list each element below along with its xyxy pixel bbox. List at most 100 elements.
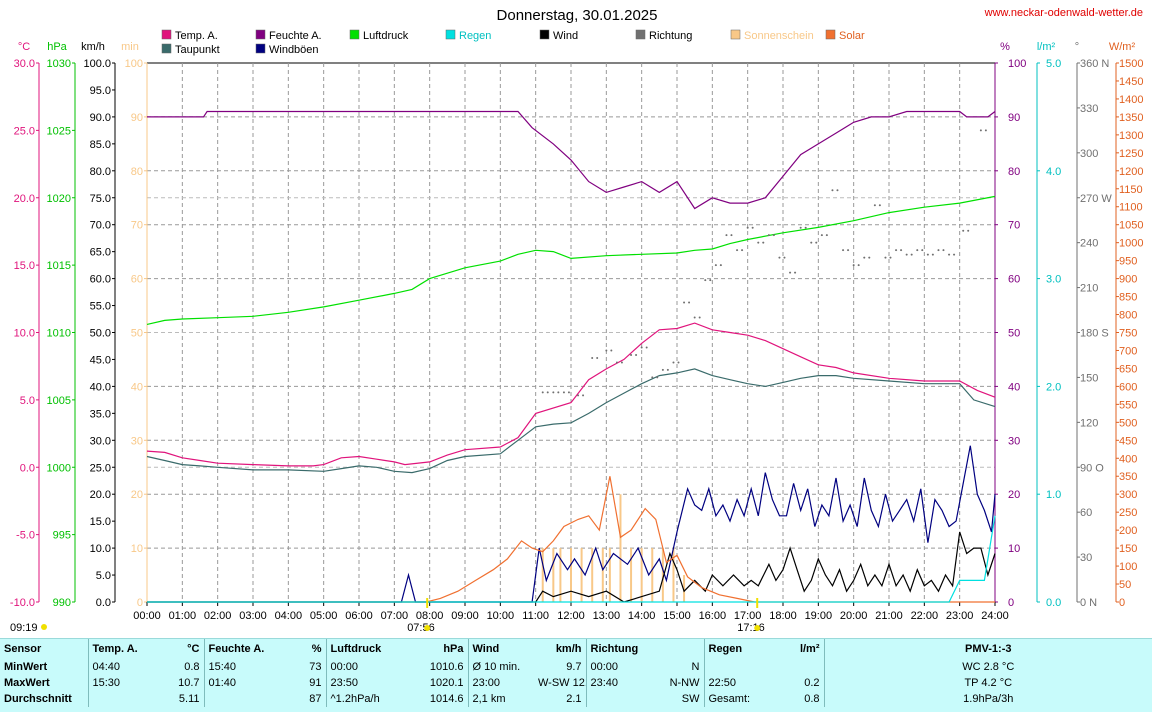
direction-dot	[746, 226, 749, 229]
axis-tick-label-solar: 150	[1119, 543, 1137, 555]
legend-swatch	[445, 29, 456, 40]
legend-label: Windböen	[269, 44, 319, 56]
humidity-value: 87	[309, 693, 322, 705]
axis-tick-label-solar: 50	[1119, 579, 1131, 591]
x-tick-label: 08:00	[416, 610, 444, 622]
direction-value: SW	[681, 693, 700, 705]
current-time-label: 09:19	[10, 622, 38, 634]
rain-time	[703, 659, 766, 675]
sunrise-time-label: 07:56	[407, 622, 435, 634]
axis-tick-label-solar: 1350	[1119, 112, 1143, 124]
axis-tick-label-solar: 100	[1119, 561, 1137, 573]
direction-dot	[916, 249, 919, 252]
legend-swatch	[730, 29, 741, 40]
direction-dot	[884, 256, 887, 259]
wind-time: 2,1 km	[467, 691, 534, 707]
axis-tick-label-temp: 10.0	[14, 328, 35, 340]
axis-tick-label-wind: 40.0	[90, 381, 111, 393]
wind-time: 23:00	[467, 675, 534, 691]
axis-unit-label: km/h	[81, 41, 105, 53]
axis-tick-label-direction: 270 W	[1080, 193, 1112, 205]
axis-tick-label-humidity: 0	[1008, 597, 1014, 609]
direction-dot	[836, 189, 839, 192]
axis-tick-label-sun: 10	[131, 543, 143, 555]
site-link[interactable]: www.neckar-odenwald-wetter.de	[984, 7, 1143, 19]
series-line-windb-en	[147, 445, 996, 603]
direction-dot	[878, 204, 881, 207]
axis-tick-label-solar: 250	[1119, 507, 1137, 519]
direction-dot	[610, 349, 613, 352]
direction-dot	[979, 129, 982, 132]
axis-tick-label-direction: 0 N	[1080, 597, 1097, 609]
rain-value	[766, 659, 824, 675]
direction-dot	[704, 279, 707, 282]
temp-value: 0.8	[184, 661, 200, 673]
temp-value: 10.7	[178, 677, 200, 689]
axis-tick-label-pressure: 1005	[47, 395, 71, 407]
axis-tick-label-sun: 60	[131, 274, 143, 286]
series-lines	[146, 110, 996, 603]
sunset-time-label: 17:16	[737, 622, 765, 634]
axis-unit-label: °C	[18, 41, 30, 53]
axis-tick-label-solar: 1300	[1119, 130, 1143, 142]
legend-label: Wind	[553, 30, 578, 42]
axis-tick-label-solar: 200	[1119, 525, 1137, 537]
direction-dot	[698, 316, 701, 319]
axis-tick-label-direction: 90 O	[1080, 462, 1104, 474]
direction-value: N	[691, 661, 700, 673]
axis-tick-label-humidity: 80	[1008, 166, 1020, 178]
axis-tick-label-humidity: 70	[1008, 220, 1020, 232]
axis-tick-label-solar: 500	[1119, 417, 1137, 429]
right-axes: 10090807060504030201005.04.03.02.01.00.0…	[994, 58, 1143, 609]
stats-header: Wind	[467, 639, 534, 659]
axis-tick-label-temp: 0.0	[20, 462, 35, 474]
axis-tick-label-humidity: 20	[1008, 489, 1020, 501]
axis-tick-label-solar: 700	[1119, 345, 1137, 357]
axis-tick-label-rain: 2.0	[1046, 381, 1061, 393]
axis-tick-label-wind: 50.0	[90, 328, 111, 340]
pressure-value: 1014.6	[429, 693, 464, 705]
humidity-value: 91	[309, 677, 322, 689]
stats-header: %	[311, 643, 322, 655]
axis-tick-label-solar: 1250	[1119, 148, 1143, 160]
legend-swatch	[349, 29, 360, 40]
stats-row-min: MinWert 04:40 0.8 15:40 73 00:00 1010.6 …	[0, 659, 1152, 675]
x-tick-label: 13:00	[593, 610, 621, 622]
direction-time: 00:00	[585, 659, 648, 675]
direction-dot	[591, 356, 594, 359]
series-line-temp-a-	[146, 322, 996, 467]
axis-tick-label-solar: 1050	[1119, 220, 1143, 232]
axis-tick-label-humidity: 50	[1008, 328, 1020, 340]
direction-dot	[714, 264, 717, 267]
axis-units: °C hPa km/h min% l/m² ° W/m²	[18, 41, 1136, 53]
axis-tick-label-wind: 15.0	[90, 516, 111, 528]
direction-dot	[857, 264, 860, 267]
direction-dot	[984, 129, 987, 132]
stats-header-row: Sensor Temp. A. °C Feuchte A. % Luftdruc…	[0, 639, 1152, 659]
axis-tick-label-rain: 5.0	[1046, 58, 1061, 70]
temp-value: 5.11	[178, 693, 200, 705]
direction-dot	[789, 271, 792, 274]
direction-dot	[693, 316, 696, 319]
stats-header: l/m²	[799, 643, 820, 655]
temp-time: 04:40	[87, 659, 160, 675]
pressure-time: 23:50	[325, 675, 400, 691]
axis-tick-label-wind: 25.0	[90, 462, 111, 474]
axis-tick-label-humidity: 40	[1008, 381, 1020, 393]
axis-tick-label-pressure: 990	[53, 597, 71, 609]
axis-tick-label-humidity: 100	[1008, 58, 1026, 70]
stats-header: Feuchte A.	[203, 639, 288, 659]
direction-dot	[640, 346, 643, 349]
axis-tick-label-wind: 75.0	[90, 193, 111, 205]
x-tick-label: 07:00	[381, 610, 409, 622]
humidity-time	[203, 691, 288, 707]
axis-tick-label-solar: 950	[1119, 256, 1137, 268]
axis-tick-label-direction: 240	[1080, 238, 1098, 250]
axis-unit-label: hPa	[47, 41, 67, 53]
series-line-luftdruck	[146, 195, 996, 325]
direction-dot	[719, 264, 722, 267]
axis-tick-label-solar: 1400	[1119, 94, 1143, 106]
axis-tick-label-pressure: 1020	[47, 193, 71, 205]
sun-markers: 07:56 17:16	[407, 598, 765, 634]
legend-swatch	[161, 43, 172, 54]
